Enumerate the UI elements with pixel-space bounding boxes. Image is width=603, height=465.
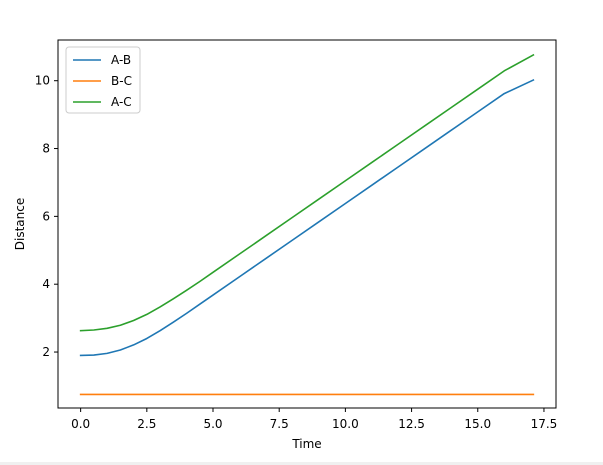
series-line-a-b: [79, 78, 535, 357]
x-tick-label: 15.0: [464, 417, 491, 431]
y-tick-label: 2: [42, 345, 50, 359]
x-axis-label: Time: [291, 437, 321, 451]
plot-area: [58, 40, 556, 408]
legend-label-b-c: B-C: [111, 74, 132, 88]
x-tick-label: 5.0: [203, 417, 222, 431]
x-tick-label: 0.0: [71, 417, 90, 431]
y-axis: 2 4 6 8 10: [35, 74, 58, 359]
y-tick-label: 8: [42, 142, 50, 156]
series-layer: [79, 53, 535, 396]
legend-label-a-c: A-C: [111, 95, 132, 109]
legend: A-B B-C A-C: [65, 46, 141, 114]
legend-box: [65, 46, 141, 114]
legend-label-a-b: A-B: [111, 53, 131, 67]
plot-frame: [57, 39, 557, 409]
x-tick-label: 7.5: [270, 417, 289, 431]
series-line-a-c: [79, 53, 535, 332]
x-tick-label: 10.0: [332, 417, 359, 431]
y-axis-label: Distance: [13, 198, 27, 250]
x-tick-label: 17.5: [531, 417, 558, 431]
y-tick-label: 6: [42, 209, 50, 223]
x-tick-label: 12.5: [398, 417, 425, 431]
x-axis: 0.0 2.5 5.0 7.5 10.0 12.5 15.0 17.5: [71, 408, 557, 431]
y-tick-label: 10: [35, 74, 50, 88]
y-tick-label: 4: [42, 277, 50, 291]
x-tick-label: 2.5: [137, 417, 156, 431]
